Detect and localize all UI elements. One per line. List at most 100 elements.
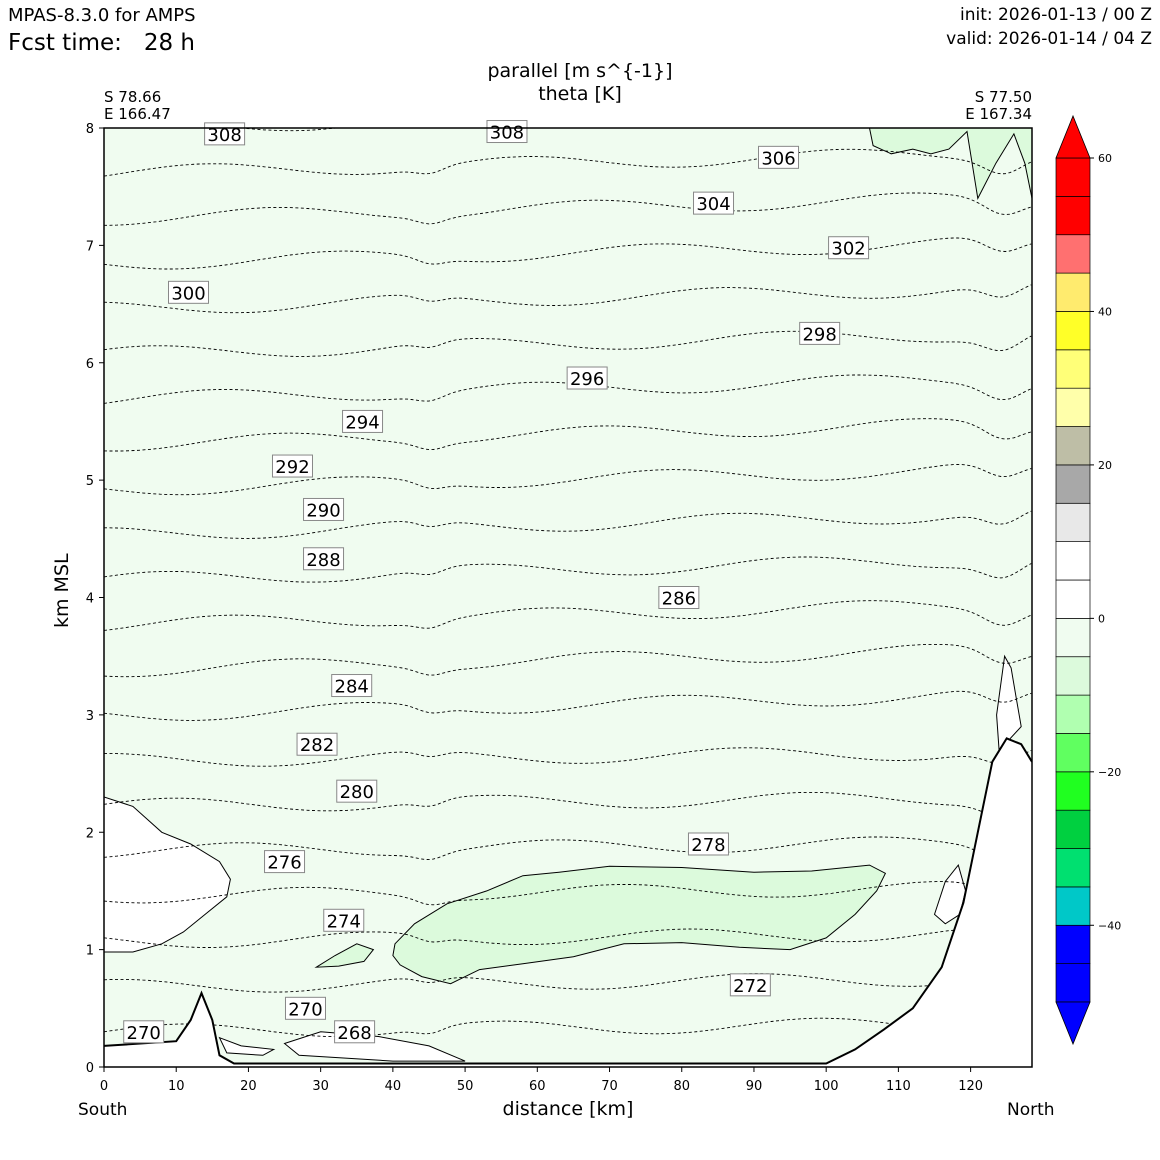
theta-contour-304 xyxy=(104,192,1032,226)
theta-label-308: 308 xyxy=(486,120,528,144)
theta-label-text: 270 xyxy=(288,999,322,1020)
theta-label-306: 306 xyxy=(758,145,800,169)
theta-label-280: 280 xyxy=(336,779,378,803)
theta-contour-284 xyxy=(104,643,1032,678)
x-tick-label: 80 xyxy=(673,1079,690,1094)
theta-label-text: 306 xyxy=(761,148,795,169)
model-title: MPAS-8.3.0 for AMPS xyxy=(8,5,196,26)
left-corner-lat: S 78.66 xyxy=(104,88,162,106)
theta-label-box xyxy=(486,120,528,144)
colorbar-extend-bottom xyxy=(1055,1001,1091,1046)
theta-label-268: 268 xyxy=(334,1020,376,1044)
colorbar-segment xyxy=(1055,924,1091,964)
x-axis-label: distance [km] xyxy=(502,1098,634,1120)
x-tick-label: 70 xyxy=(601,1079,618,1094)
right-corner-lon: E 167.34 xyxy=(965,105,1032,123)
x-tick-label: 100 xyxy=(814,1079,839,1094)
colorbar-segment xyxy=(1055,502,1091,542)
theta-label-302: 302 xyxy=(828,236,870,260)
theta-label-box xyxy=(342,409,384,433)
theta-label-294: 294 xyxy=(342,409,384,433)
x-tick-label: 90 xyxy=(746,1079,763,1094)
theta-label-box xyxy=(296,732,338,756)
theta-label-text: 286 xyxy=(662,589,696,610)
forecast-time-value: 28 h xyxy=(143,30,195,56)
theta-label-282: 282 xyxy=(296,732,338,756)
theta-label-290: 290 xyxy=(303,497,345,521)
theta-contour-288 xyxy=(104,556,1032,583)
y-tick-label: 7 xyxy=(86,239,94,254)
theta-label-box xyxy=(336,779,378,803)
init-time: init: 2026-01-13 / 00 Z xyxy=(959,5,1152,25)
forecast-time-label: Fcst time: xyxy=(8,30,122,56)
theta-label-box xyxy=(799,321,841,345)
x-tick-label: 40 xyxy=(385,1079,402,1094)
theta-label-box xyxy=(331,674,373,698)
theta-contour-306 xyxy=(104,148,1032,177)
theta-contour-272 xyxy=(104,928,1032,948)
theta-label-box xyxy=(658,586,700,609)
theta-contour-278 xyxy=(104,791,1032,818)
x-tick-label: 120 xyxy=(958,1079,983,1094)
theta-label-text: 304 xyxy=(696,194,730,215)
theta-label-text: 294 xyxy=(345,412,379,433)
theta-label-278: 278 xyxy=(687,832,729,856)
left-corner-lon: E 166.47 xyxy=(104,105,171,123)
colorbar-segment xyxy=(1055,694,1091,734)
theta-label-text: 270 xyxy=(127,1023,161,1044)
colorbar-segment xyxy=(1055,311,1091,351)
colorbar-segment xyxy=(1055,157,1091,197)
y-tick-label: 3 xyxy=(86,709,94,724)
theta-label-box xyxy=(303,547,345,571)
theta-label-text: 276 xyxy=(267,853,301,874)
y-tick-label: 8 xyxy=(86,122,94,137)
theta-contour-282 xyxy=(104,690,1032,721)
theta-label-text: 278 xyxy=(691,835,725,856)
terrain-line xyxy=(104,737,1032,1065)
theta-label-text: 268 xyxy=(337,1023,371,1044)
theta-label-292: 292 xyxy=(271,454,313,478)
terrain-fill xyxy=(104,738,1032,1067)
theta-contour-268 xyxy=(104,1017,1032,1045)
theta-contour-308 xyxy=(237,128,340,132)
theta-label-box xyxy=(264,850,306,874)
south-end-label: South xyxy=(78,1100,128,1120)
colorbar-segment xyxy=(1055,963,1091,1003)
theta-label-box xyxy=(687,832,729,856)
theta-label-304: 304 xyxy=(693,191,735,215)
y-tick-label: 6 xyxy=(86,357,94,372)
theta-label-276: 276 xyxy=(264,850,306,874)
theta-label-text: 290 xyxy=(306,500,340,521)
theta-contour-298 xyxy=(104,330,1032,357)
y-tick-label: 5 xyxy=(86,474,94,489)
colorbar-extend-top xyxy=(1055,114,1091,159)
theta-label-text: 298 xyxy=(802,324,836,345)
theta-contour-302 xyxy=(104,237,1032,270)
theta-label-text: 282 xyxy=(300,735,334,756)
theta-label-text: 280 xyxy=(340,782,374,803)
colorbar-segment xyxy=(1055,196,1091,236)
theta-label-box xyxy=(334,1020,376,1044)
field-patch-mid-lowlevel xyxy=(392,864,887,985)
theta-label-box xyxy=(729,973,771,997)
colorbar-segment xyxy=(1055,387,1091,427)
colorbar-tick-label: 60 xyxy=(1098,152,1112,165)
x-tick-label: 20 xyxy=(240,1079,257,1094)
colorbar-segment xyxy=(1055,426,1091,466)
theta-label-text: 300 xyxy=(171,283,205,304)
forecast-time: Fcst time: 28 h xyxy=(8,32,195,55)
theta-label-274: 274 xyxy=(323,908,365,932)
theta-label-text: 308 xyxy=(490,123,524,144)
theta-label-284: 284 xyxy=(331,674,373,698)
theta-contour-300 xyxy=(104,284,1032,314)
theta-label-box xyxy=(123,1020,165,1044)
theta-contour-290 xyxy=(104,510,1032,539)
theta-label-text: 308 xyxy=(207,125,241,146)
colorbar-tick-label: 20 xyxy=(1098,459,1112,472)
colorbar-segment xyxy=(1055,886,1091,926)
theta-label-text: 288 xyxy=(306,550,340,571)
colorbar-tick-label: −20 xyxy=(1098,766,1121,779)
theta-label-308: 308 xyxy=(204,122,246,146)
y-tick-label: 0 xyxy=(86,1061,94,1076)
north-end-label: North xyxy=(1007,1100,1055,1120)
